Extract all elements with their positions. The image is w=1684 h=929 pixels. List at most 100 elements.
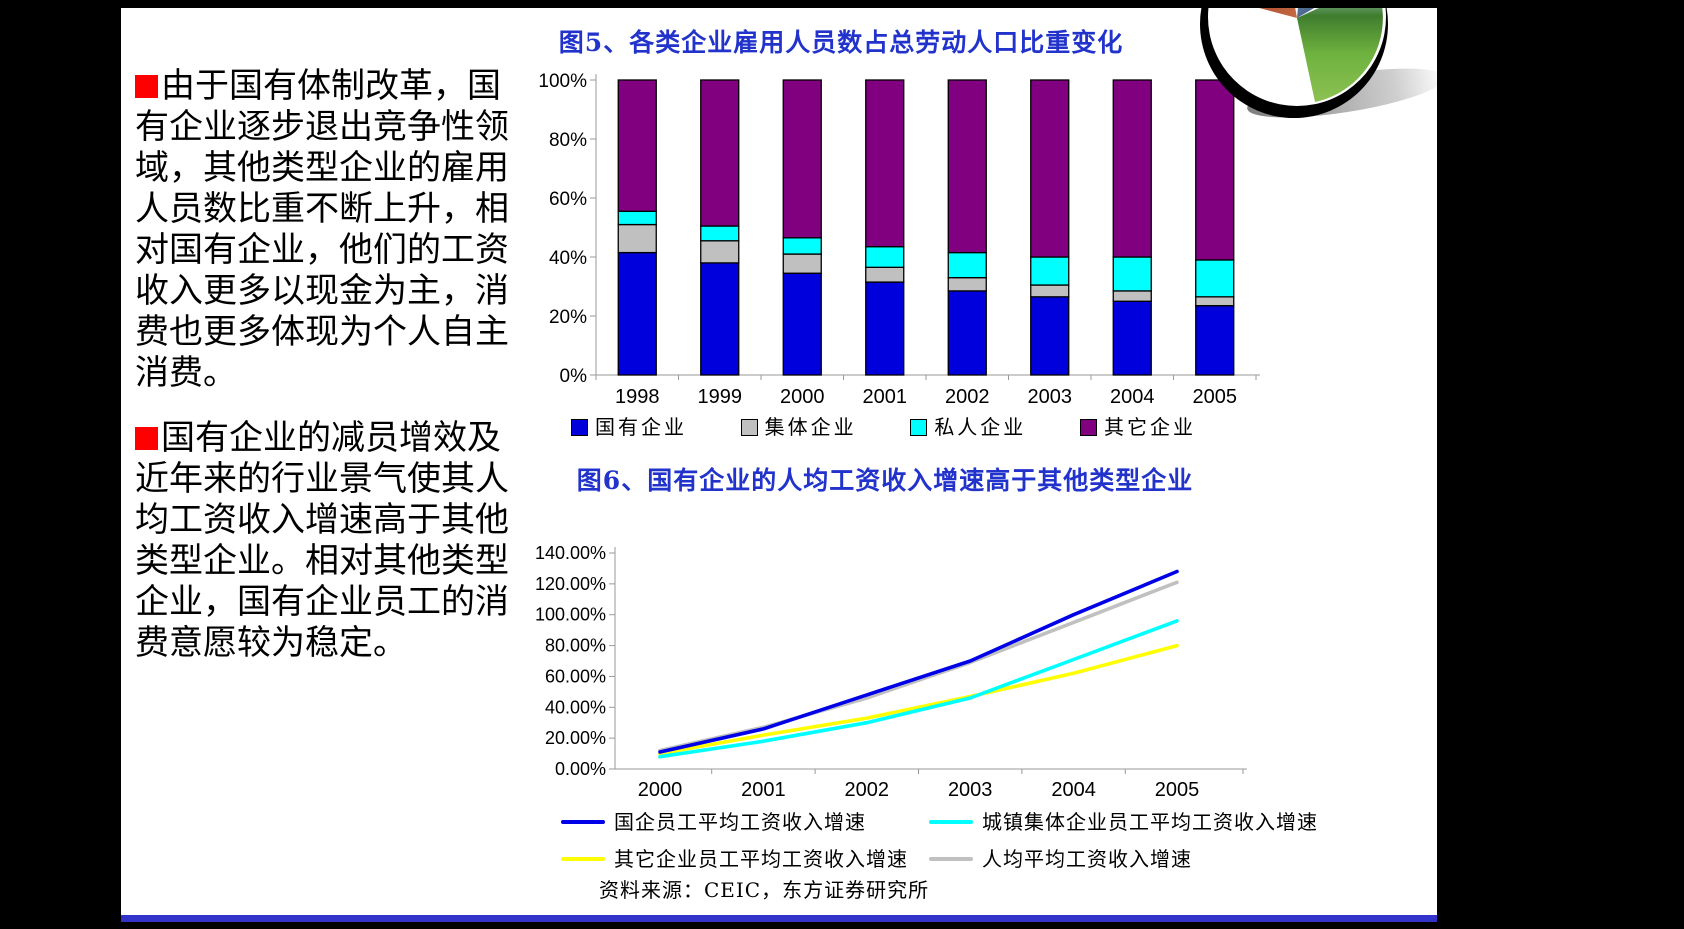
x-tick-label: 2002 — [845, 779, 890, 801]
legend-swatch — [1079, 419, 1097, 436]
legend-label: 国企员工平均工资收入增速 — [614, 810, 866, 834]
red-square-bullet-icon — [135, 427, 158, 450]
bullet-paragraph-1-text: 由于国有体制改革，国有企业逐步退出竞争性领域，其他类型企业的雇用人员数比重不断上… — [135, 66, 509, 393]
bar-segment — [1112, 79, 1152, 258]
line-series — [658, 643, 1179, 756]
bar-segment — [865, 246, 905, 268]
legend-label: 集体企业 — [764, 415, 857, 439]
bar-segment — [782, 237, 822, 255]
figure6-line-chart: 0.00% 20.00% 40.00% 60.00% 80.00% 100.00% 120.… — [535, 543, 1247, 801]
bar-segment — [1112, 256, 1152, 292]
bar-segment — [947, 79, 987, 254]
x-tick-label: 2004 — [1110, 386, 1155, 408]
bullet-paragraph-1: 由于国有体制改革，国有企业逐步退出竞争性领域，其他类型企业的雇用人员数比重不断上… — [135, 66, 533, 394]
x-tick-label: 1999 — [698, 386, 743, 408]
legend-item: 国企员工平均工资收入增速 — [561, 806, 929, 835]
bar-segment — [617, 223, 657, 254]
x-tick-label: 2000 — [780, 386, 825, 408]
x-tick-label: 2003 — [1028, 386, 1073, 408]
bar-segment — [1195, 79, 1235, 261]
legend-label: 国有企业 — [595, 415, 687, 439]
x-tick-label: 2002 — [945, 386, 990, 408]
bullet-text-block: 由于国有体制改革，国有企业逐步退出竞争性领域，其他类型企业的雇用人员数比重不断上… — [135, 66, 533, 688]
bar-segment — [1030, 284, 1070, 298]
slide-bottom-bar — [121, 915, 1437, 922]
bar-segment — [1195, 259, 1235, 298]
y-tick-label: 20.00% — [545, 728, 606, 748]
x-tick-label: 2003 — [948, 779, 993, 801]
legend-line-swatch — [929, 820, 973, 824]
legend-item: 其它企业员工平均工资收入增速 — [561, 843, 929, 872]
bar-segment — [700, 79, 740, 227]
legend-item: 城镇集体企业员工平均工资收入增速 — [929, 806, 1318, 835]
bar-segment — [865, 281, 905, 376]
legend-item: 人均平均工资收入增速 — [929, 843, 1318, 872]
line-series — [658, 619, 1179, 759]
y-tick-label: 100% — [538, 71, 587, 92]
bar-segment — [1030, 256, 1070, 286]
bar-segment — [1030, 296, 1070, 376]
y-tick-label: 60% — [549, 189, 587, 210]
bar-segment — [617, 210, 657, 226]
legend-item: 国有企业 — [571, 411, 687, 440]
y-tick-label: 80% — [549, 130, 587, 151]
x-tick-label: 2001 — [741, 779, 786, 801]
legend-line-swatch — [561, 820, 605, 824]
legend-line-swatch — [561, 857, 605, 861]
bar-segment — [700, 262, 740, 376]
y-tick-label: 40% — [549, 248, 587, 269]
y-tick-label: 40.00% — [545, 697, 606, 717]
legend-label: 人均平均工资收入增速 — [982, 847, 1192, 871]
source-note: 资料来源：CEIC，东方证券研究所 — [599, 878, 930, 902]
logo-rock-photo-wedge — [1259, 8, 1297, 18]
bar-segment — [865, 266, 905, 283]
legend-label: 城镇集体企业员工平均工资收入增速 — [982, 810, 1318, 834]
legend-swatch — [571, 419, 588, 436]
legend-line-swatch — [929, 857, 973, 861]
legend-label: 其它企业员工平均工资收入增速 — [614, 847, 908, 871]
x-tick-label: 2000 — [638, 779, 683, 801]
bullet-paragraph-2-text: 国有企业的减员增效及近年来的行业景气使其人均工资收入增速高于其他类型企业。相对其… — [135, 418, 509, 663]
bar-segment — [617, 79, 657, 212]
bar-segment — [947, 251, 987, 279]
bar-segment — [1030, 79, 1070, 258]
red-square-bullet-icon — [135, 75, 158, 98]
bar-segment — [700, 240, 740, 264]
bullet-paragraph-2: 国有企业的减员增效及近年来的行业景气使其人均工资收入增速高于其他类型企业。相对其… — [135, 418, 533, 664]
legend-label: 私人企业 — [934, 415, 1027, 439]
x-tick-label: 2005 — [1193, 386, 1238, 408]
logo-field-photo-wedge — [1297, 8, 1383, 102]
y-tick-label: 0.00% — [555, 759, 606, 779]
bar-segment — [1195, 296, 1235, 307]
legend-item: 其它企业 — [1079, 411, 1196, 440]
bar-segment — [865, 79, 905, 248]
bar-segment — [700, 225, 740, 242]
figure5-legend: 国有企业 集体企业 私人企业 其它企业 — [571, 411, 1196, 440]
bar-segment — [947, 290, 987, 376]
figure5-title: 图5、各类企业雇用人员数占总劳动人口比重变化 — [558, 28, 1124, 57]
bar-segment — [1112, 290, 1152, 302]
figure6-title: 图6、国有企业的人均工资收入增速高于其他类型企业 — [576, 466, 1194, 495]
figure6-legend: 国企员工平均工资收入增速 城镇集体企业员工平均工资收入增速其它企业员工平均工资收入… — [561, 806, 1318, 872]
line-series — [658, 569, 1179, 754]
y-tick-label: 20% — [549, 307, 587, 328]
photo-globe-logo — [1200, 8, 1437, 118]
bar-segment — [947, 276, 987, 292]
bar-segment — [782, 79, 822, 239]
x-tick-label: 2004 — [1051, 779, 1096, 801]
x-tick-label: 2005 — [1155, 779, 1200, 801]
legend-swatch — [910, 419, 928, 436]
bar-segment — [1112, 300, 1152, 376]
y-tick-label: 0% — [560, 366, 588, 387]
y-tick-label: 120.00% — [535, 574, 606, 594]
x-tick-label: 1998 — [615, 386, 660, 408]
legend-item: 集体企业 — [740, 411, 857, 440]
y-tick-label: 140.00% — [535, 543, 606, 563]
legend-label: 其它企业 — [1103, 415, 1196, 439]
legend-swatch — [740, 419, 758, 436]
x-tick-label: 2001 — [863, 386, 908, 408]
bar-segment — [1195, 305, 1235, 376]
legend-item: 私人企业 — [910, 411, 1026, 440]
y-tick-label: 60.00% — [545, 666, 606, 686]
bar-segment — [782, 253, 822, 274]
